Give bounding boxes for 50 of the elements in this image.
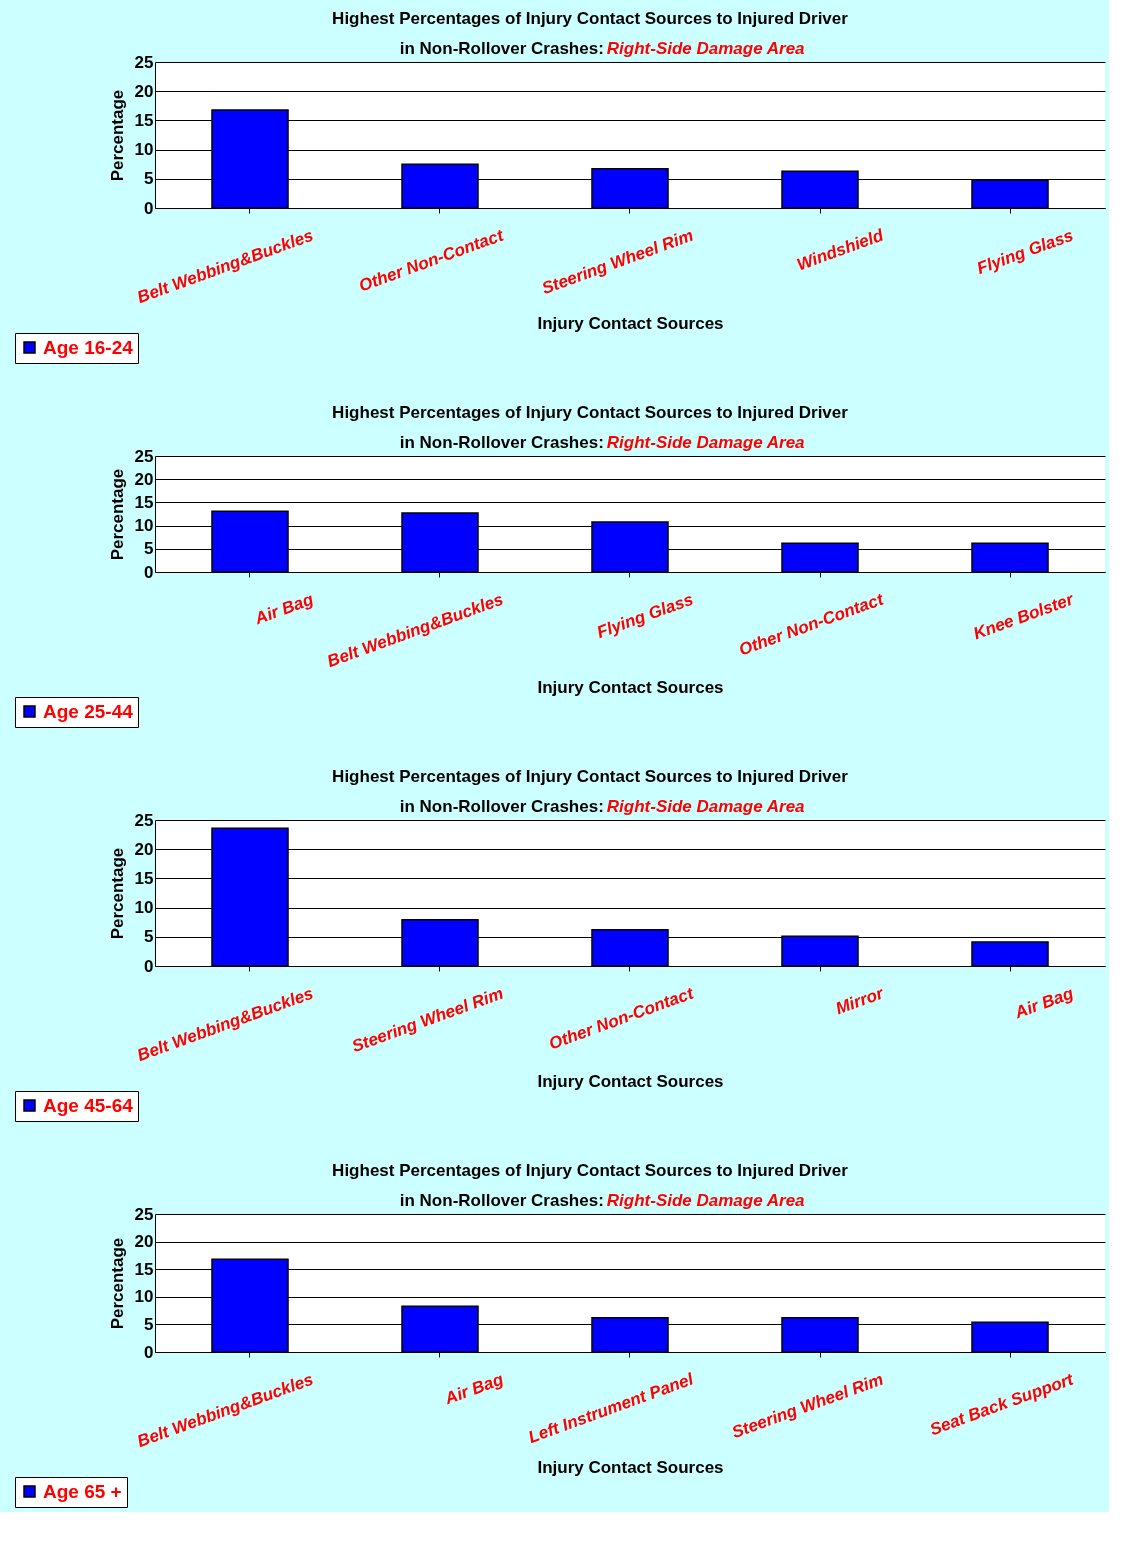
chart-subtitle: in Non-Rollover Crashes: Right-Side Damage Area [399, 797, 805, 816]
y-tick-label: 10 [134, 898, 154, 918]
x-axis-title: Injury Contact Sources [537, 1458, 724, 1478]
y-axis-title: Percentage [107, 89, 127, 182]
x-tick-label: Air Bag [1011, 983, 1077, 1023]
y-tick-label: 0 [144, 562, 154, 582]
y-tick-label: 25 [134, 810, 154, 830]
y-tick-label: 15 [134, 1259, 154, 1279]
y-tick-label: 20 [134, 1232, 154, 1252]
y-tick-label: 20 [134, 469, 154, 489]
y-tick-label: 0 [144, 956, 154, 976]
x-tick-label: Mirror [833, 983, 888, 1019]
legend-label: Age 45-64 [43, 1094, 134, 1116]
y-tick-label: 0 [144, 198, 154, 218]
y-axis-title: Percentage [107, 468, 127, 561]
y-tick-label: 15 [134, 110, 154, 130]
y-tick-label: 15 [134, 868, 154, 888]
chart-title: Highest Percentages of Injury Contact Sources to Injured Driver [332, 767, 849, 786]
y-tick-label: 25 [134, 1204, 154, 1224]
x-tick-label: Flying Glass [974, 225, 1076, 279]
y-tick-label: 10 [134, 1287, 154, 1307]
y-tick-label: 20 [134, 839, 154, 859]
y-tick-label: 10 [134, 516, 154, 536]
y-tick-label: 5 [144, 169, 154, 189]
chart-subtitle: in Non-Rollover Crashes: Right-Side Damage Area [399, 433, 805, 452]
x-axis-title: Injury Contact Sources [537, 678, 724, 698]
chart-title: Highest Percentages of Injury Contact Sources to Injured Driver [332, 403, 849, 422]
chart-title: Highest Percentages of Injury Contact Sources to Injured Driver [332, 1161, 849, 1180]
chart-subtitle: in Non-Rollover Crashes: Right-Side Damage Area [399, 39, 805, 58]
legend-label: Age 65 + [43, 1480, 122, 1502]
y-tick-label: 25 [134, 52, 154, 72]
x-tick-label: Air Bag [251, 589, 317, 629]
y-tick-label: 5 [144, 1314, 154, 1334]
y-tick-label: 5 [144, 927, 154, 947]
y-axis-title: Percentage [107, 1237, 127, 1330]
y-tick-label: 5 [144, 539, 154, 559]
y-tick-label: 25 [134, 446, 154, 466]
chart-title: Highest Percentages of Injury Contact Sources to Injured Driver [332, 9, 849, 28]
legend-label: Age 25-44 [43, 700, 134, 722]
chart-subtitle: in Non-Rollover Crashes: Right-Side Damage Area [399, 1191, 805, 1210]
y-tick-label: 10 [134, 140, 154, 160]
x-axis-title: Injury Contact Sources [537, 314, 724, 334]
x-tick-label: Air Bag [441, 1369, 507, 1409]
x-tick-label: Flying Glass [594, 589, 696, 643]
y-axis-title: Percentage [107, 847, 127, 940]
legend-label: Age 16-24 [43, 336, 134, 358]
x-axis-title: Injury Contact Sources [537, 1072, 724, 1092]
y-tick-label: 0 [144, 1342, 154, 1362]
y-tick-label: 20 [134, 81, 154, 101]
y-tick-label: 15 [134, 492, 154, 512]
